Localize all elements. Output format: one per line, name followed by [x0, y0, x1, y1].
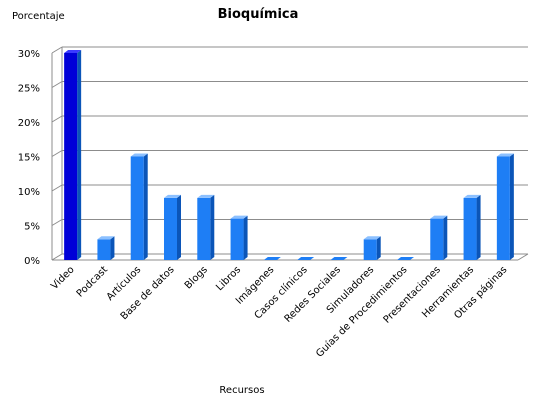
gridline	[51, 253, 528, 261]
x-tick-label: Video	[49, 264, 77, 292]
bar	[297, 257, 315, 260]
x-tick-label: Presentaciones	[382, 264, 443, 325]
y-tick-label: 5%	[24, 222, 40, 233]
floor-right-edge	[517, 253, 529, 261]
y-tick-label: 30%	[18, 49, 40, 60]
bar	[330, 257, 348, 260]
bar	[230, 215, 248, 260]
bar	[197, 194, 215, 260]
gridlines	[51, 46, 529, 261]
y-tick-label: 25%	[18, 84, 40, 95]
bar	[130, 153, 148, 260]
gridline	[51, 81, 528, 88]
bar	[430, 215, 448, 260]
bar	[263, 257, 281, 260]
bar	[97, 236, 115, 260]
bar	[363, 236, 381, 260]
y-tick-label: 0%	[24, 256, 40, 267]
y-tick-label: 15%	[18, 153, 40, 164]
x-tick-label: Blogs	[183, 264, 210, 291]
bar	[397, 257, 414, 260]
y-tick-label: 10%	[18, 187, 40, 198]
bars	[64, 50, 514, 260]
chart-title: Bioquímica	[218, 7, 299, 22]
gridline	[51, 150, 528, 157]
bar	[496, 153, 514, 260]
bar	[64, 50, 82, 260]
y-tick-label: 20%	[18, 118, 40, 129]
gridline	[51, 219, 528, 226]
gridline	[51, 115, 528, 123]
bar	[164, 194, 181, 260]
x-tick-label: Libros	[214, 264, 243, 293]
gridline	[51, 184, 528, 192]
gridline	[51, 46, 528, 54]
x-axis-title: Recursos	[219, 385, 264, 396]
bar	[463, 194, 481, 260]
y-axis-ticks: 0% 5% 10% 15% 20% 25% 30%	[18, 49, 40, 267]
y-axis-title: Porcentaje	[12, 11, 65, 22]
